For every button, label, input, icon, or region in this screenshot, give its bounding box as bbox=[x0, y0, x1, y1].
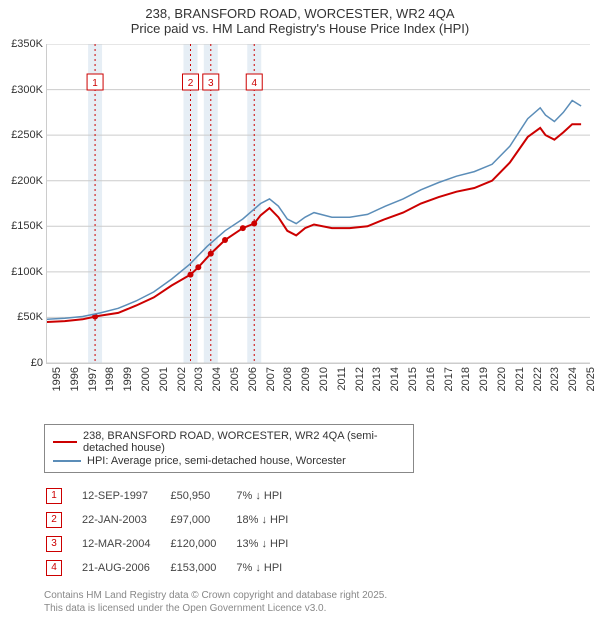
chart-svg: 1 2 3 4 bbox=[47, 44, 590, 363]
legend-swatch bbox=[53, 460, 81, 462]
x-tick-label: 2001 bbox=[158, 367, 170, 391]
attribution: Contains HM Land Registry data © Crown c… bbox=[44, 589, 600, 615]
x-tick-label: 2014 bbox=[389, 367, 401, 391]
x-tick-label: 2006 bbox=[247, 367, 259, 391]
x-tick-label: 2005 bbox=[229, 367, 241, 391]
y-tick-label: £100K bbox=[11, 266, 47, 278]
series-marker bbox=[251, 221, 257, 227]
series-marker bbox=[240, 225, 246, 231]
x-tick-label: 2012 bbox=[354, 367, 366, 391]
event-marker-2: 2 bbox=[182, 74, 198, 90]
x-tick-label: 2022 bbox=[532, 367, 544, 391]
x-tick-label: 2011 bbox=[336, 367, 348, 391]
event-row: 1 12-SEP-1997£50,9507% ↓ HPI bbox=[46, 485, 306, 507]
x-tick-label: 2010 bbox=[318, 367, 330, 391]
x-tick-label: 2003 bbox=[193, 367, 205, 391]
x-tick-label: 2013 bbox=[371, 367, 383, 391]
event-delta: 18% ↓ HPI bbox=[236, 509, 306, 531]
event-marker-3: 3 bbox=[203, 74, 219, 90]
event-price: £97,000 bbox=[170, 509, 234, 531]
series-hpi bbox=[47, 101, 581, 320]
x-tick-label: 2019 bbox=[478, 367, 490, 391]
legend-row: 238, BRANSFORD ROAD, WORCESTER, WR2 4QA … bbox=[53, 430, 405, 454]
y-tick-label: £0 bbox=[31, 357, 47, 369]
event-marker-1: 1 bbox=[87, 74, 103, 90]
event-date: 12-MAR-2004 bbox=[82, 533, 168, 555]
y-tick-label: £250K bbox=[11, 129, 47, 141]
events-table: 112-SEP-1997£50,9507% ↓ HPI222-JAN-2003£… bbox=[44, 483, 308, 581]
series-marker bbox=[187, 272, 193, 278]
x-tick-label: 2000 bbox=[140, 367, 152, 391]
svg-text:4: 4 bbox=[251, 78, 257, 89]
x-tick-label: 2017 bbox=[443, 367, 455, 391]
legend-label: HPI: Average price, semi-detached house,… bbox=[87, 455, 346, 467]
attribution-line2: This data is licensed under the Open Gov… bbox=[44, 602, 600, 615]
x-tick-label: 1996 bbox=[69, 367, 81, 391]
chart-area: £0£50K£100K£150K£200K£250K£300K£350K1234… bbox=[30, 44, 590, 384]
event-row: 3 12-MAR-2004£120,00013% ↓ HPI bbox=[46, 533, 306, 555]
svg-text:1: 1 bbox=[92, 78, 98, 89]
x-tick-label: 2024 bbox=[567, 367, 579, 391]
x-tick-label: 1997 bbox=[87, 367, 99, 391]
y-tick-label: £50K bbox=[17, 311, 47, 323]
chart-title-line1: 238, BRANSFORD ROAD, WORCESTER, WR2 4QA bbox=[0, 6, 600, 21]
legend-label: 238, BRANSFORD ROAD, WORCESTER, WR2 4QA … bbox=[83, 430, 405, 454]
x-tick-label: 2021 bbox=[514, 367, 526, 391]
event-marker-icon: 3 bbox=[46, 536, 62, 552]
legend: 238, BRANSFORD ROAD, WORCESTER, WR2 4QA … bbox=[44, 424, 414, 473]
event-date: 21-AUG-2006 bbox=[82, 557, 168, 579]
legend-swatch bbox=[53, 441, 77, 443]
x-tick-label: 2008 bbox=[282, 367, 294, 391]
event-marker-icon: 4 bbox=[46, 560, 62, 576]
event-marker-icon: 2 bbox=[46, 512, 62, 528]
x-tick-label: 2015 bbox=[407, 367, 419, 391]
svg-text:2: 2 bbox=[188, 78, 194, 89]
y-tick-label: £350K bbox=[11, 38, 47, 50]
x-tick-label: 2023 bbox=[549, 367, 561, 391]
event-delta: 7% ↓ HPI bbox=[236, 557, 306, 579]
x-tick-label: 2007 bbox=[265, 367, 277, 391]
x-tick-label: 2009 bbox=[300, 367, 312, 391]
event-date: 12-SEP-1997 bbox=[82, 485, 168, 507]
event-delta: 7% ↓ HPI bbox=[236, 485, 306, 507]
y-tick-label: £300K bbox=[11, 84, 47, 96]
x-tick-label: 1995 bbox=[51, 367, 63, 391]
event-row: 2 22-JAN-2003£97,00018% ↓ HPI bbox=[46, 509, 306, 531]
chart-title-line2: Price paid vs. HM Land Registry's House … bbox=[0, 21, 600, 36]
y-tick-label: £200K bbox=[11, 175, 47, 187]
plot-area: £0£50K£100K£150K£200K£250K£300K£350K1234… bbox=[46, 44, 590, 364]
event-marker-icon: 1 bbox=[46, 488, 62, 504]
series-price_paid bbox=[47, 124, 581, 322]
event-date: 22-JAN-2003 bbox=[82, 509, 168, 531]
event-delta: 13% ↓ HPI bbox=[236, 533, 306, 555]
event-marker-4: 4 bbox=[246, 74, 262, 90]
event-price: £50,950 bbox=[170, 485, 234, 507]
event-row: 4 21-AUG-2006£153,0007% ↓ HPI bbox=[46, 557, 306, 579]
event-price: £120,000 bbox=[170, 533, 234, 555]
attribution-line1: Contains HM Land Registry data © Crown c… bbox=[44, 589, 600, 602]
x-tick-label: 2018 bbox=[460, 367, 472, 391]
series-marker bbox=[222, 237, 228, 243]
event-price: £153,000 bbox=[170, 557, 234, 579]
x-tick-label: 2025 bbox=[585, 367, 597, 391]
x-tick-label: 1998 bbox=[104, 367, 116, 391]
y-tick-label: £150K bbox=[11, 220, 47, 232]
series-marker bbox=[208, 251, 214, 257]
x-tick-label: 2002 bbox=[176, 367, 188, 391]
x-tick-label: 2016 bbox=[425, 367, 437, 391]
svg-text:3: 3 bbox=[208, 78, 214, 89]
x-tick-label: 2020 bbox=[496, 367, 508, 391]
legend-row: HPI: Average price, semi-detached house,… bbox=[53, 455, 405, 467]
x-tick-label: 1999 bbox=[122, 367, 134, 391]
x-tick-label: 2004 bbox=[211, 367, 223, 391]
series-marker bbox=[195, 264, 201, 270]
